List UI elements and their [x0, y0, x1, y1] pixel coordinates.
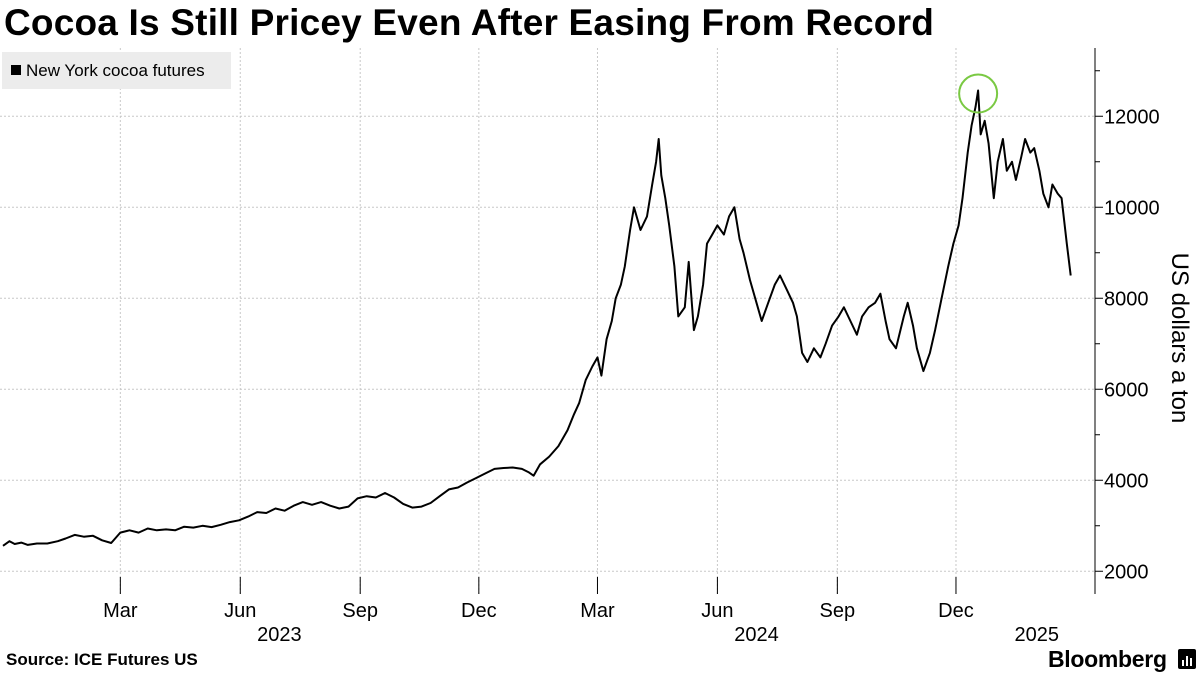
legend-box — [2, 52, 231, 89]
x-tick-label: Jun — [701, 600, 733, 622]
bloomberg-logo: Bloomberg — [1048, 646, 1167, 672]
y-tick-label: 8000 — [1104, 288, 1149, 310]
gridlines — [0, 48, 1095, 594]
y-axis-label: US dollars a ton — [1166, 253, 1193, 424]
axes: 2000 4000 6000 8000 10000 12000 Mar Jun Sep Dec Ma… — [103, 48, 1160, 646]
x-year-label: 2024 — [734, 624, 779, 646]
x-tick-label: Jun — [224, 600, 256, 622]
legend-swatch — [11, 65, 21, 75]
x-tick-label: Mar — [580, 600, 615, 622]
x-tick-label: Mar — [103, 600, 138, 622]
legend-label: New York cocoa futures — [26, 61, 205, 80]
legend: New York cocoa futures — [2, 52, 231, 89]
bloomberg-badge-icon — [1178, 649, 1196, 669]
x-tick-label: Dec — [938, 600, 974, 622]
series-line-cocoa-futures — [2, 89, 1072, 547]
x-tick-label: Dec — [461, 600, 497, 622]
x-year-label: 2025 — [1015, 624, 1060, 646]
x-tick-label: Sep — [342, 600, 378, 622]
y-tick-label: 10000 — [1104, 197, 1160, 219]
y-tick-label: 4000 — [1104, 470, 1149, 492]
record-highlight-circle — [958, 73, 999, 114]
chart-title: Cocoa Is Still Pricey Even After Easing … — [4, 2, 934, 43]
y-tick-label: 6000 — [1104, 379, 1149, 401]
x-year-label: 2023 — [257, 624, 302, 646]
x-tick-label: Sep — [820, 600, 856, 622]
y-tick-label: 12000 — [1104, 106, 1160, 128]
y-tick-label: 2000 — [1104, 561, 1149, 583]
source-note: Source: ICE Futures US — [6, 650, 198, 669]
